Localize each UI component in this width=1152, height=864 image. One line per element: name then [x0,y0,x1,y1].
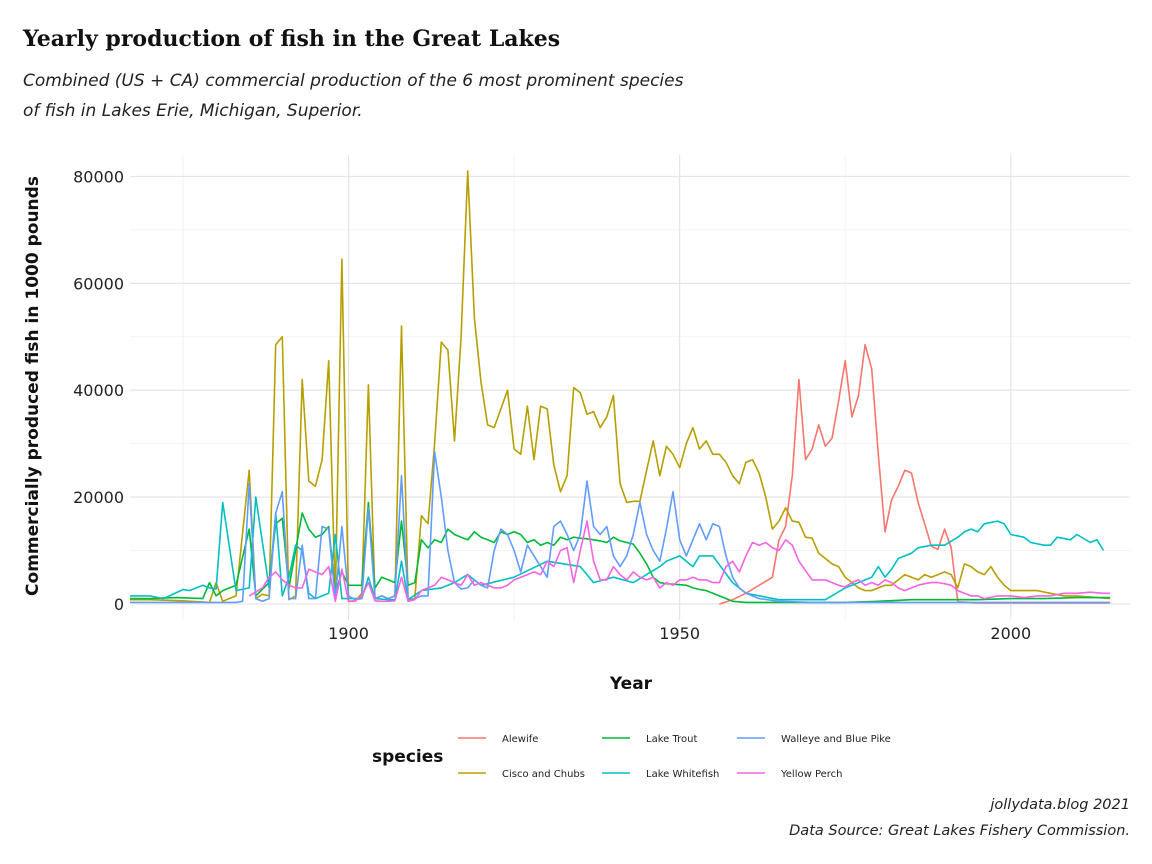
legend: species Alewife Cisco and Chubs Lake Trout… [372,734,891,780]
legend-label: Alewife [502,734,538,745]
y-tick-label: 80000 [73,167,124,186]
x-axis-label: Year [609,674,653,694]
legend-label: Lake Whitefish [646,769,719,780]
grid [130,155,1130,620]
y-tick-label: 60000 [73,274,124,293]
series-line-lake-trout [130,501,1111,604]
series-line-lake-whitefish [130,496,1105,601]
x-tick-label: 1950 [659,624,700,643]
caption-line-1: jollydata.blog 2021 [990,797,1130,813]
series-line-walleye-and-blue-pike [130,450,1111,604]
y-axis-label: Commercially produced fish in 1000 pound… [23,176,43,596]
caption-line-2: Data Source: Great Lakes Fishery Commiss… [789,823,1130,839]
chart-title: Yearly production of fish in the Great L… [23,26,561,52]
series-line-alewife [719,343,1111,605]
x-tick-label: 2000 [990,624,1031,643]
legend-label: Lake Trout [646,734,697,745]
series-lines [130,170,1111,605]
series-line-cisco-and-chubs [130,170,1111,604]
legend-title: species [372,747,443,767]
legend-label: Cisco and Chubs [502,769,585,780]
y-tick-label: 40000 [73,381,124,400]
subtitle-line-1: Combined (US + CA) commercial production… [23,71,684,91]
x-tick-label: 1900 [328,624,369,643]
y-tick-label: 0 [114,595,124,614]
subtitle-line-2: of fish in Lakes Erie, Michigan, Superio… [23,101,363,121]
legend-label: Walleye and Blue Pike [781,734,891,745]
chart-subtitle: Combined (US + CA) commercial production… [23,66,743,126]
series-line-yellow-perch [248,520,1111,603]
y-tick-label: 20000 [73,488,124,507]
legend-label: Yellow Perch [780,769,843,780]
